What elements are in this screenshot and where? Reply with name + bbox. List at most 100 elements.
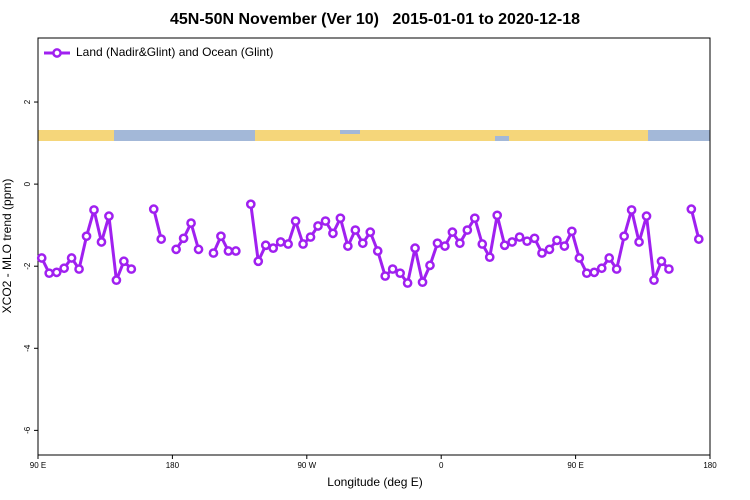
- data-point: [36, 253, 47, 263]
- data-point: [402, 278, 413, 288]
- data-point: [343, 241, 353, 251]
- ocean-band: [340, 130, 360, 134]
- data-point: [455, 238, 465, 249]
- data-point: [104, 211, 114, 221]
- data-point: [544, 244, 555, 255]
- data-point: [462, 225, 473, 235]
- land-ocean-strip: [38, 130, 710, 141]
- data-point: [514, 232, 525, 242]
- data-point: [96, 237, 107, 247]
- data-point: [529, 233, 540, 244]
- data-point: [44, 268, 55, 279]
- plot-frame: [37, 37, 711, 456]
- data-point: [641, 211, 652, 221]
- y-tick-label: -6: [23, 426, 32, 434]
- data-point: [59, 263, 69, 274]
- land-band: [255, 130, 648, 141]
- data-point: [260, 240, 271, 251]
- data-point: [74, 264, 84, 274]
- data-point: [649, 275, 659, 286]
- data-point: [432, 238, 443, 249]
- data-point: [328, 228, 338, 239]
- data-point: [559, 241, 570, 251]
- data-point: [208, 248, 219, 258]
- data-point: [283, 239, 293, 249]
- data-point: [634, 237, 644, 247]
- data-point: [477, 239, 488, 249]
- data-point: [492, 210, 503, 221]
- data-point: [604, 253, 615, 263]
- x-tick-label: 180: [166, 461, 180, 470]
- data-point: [335, 213, 346, 224]
- data-point: [350, 225, 361, 235]
- data-point: [126, 264, 137, 274]
- data-point: [499, 240, 510, 251]
- data-point: [305, 232, 316, 242]
- data-point: [365, 227, 376, 237]
- y-tick-label: 2: [23, 99, 32, 104]
- data-point: [290, 216, 301, 226]
- x-tick-label: 0: [439, 461, 444, 470]
- land-band: [38, 130, 114, 141]
- data-point: [193, 244, 204, 255]
- data-point: [81, 231, 92, 242]
- data-point: [626, 205, 637, 215]
- data-point: [268, 243, 279, 253]
- data-point: [440, 241, 450, 251]
- data-point: [581, 268, 592, 279]
- x-tick-label: 90 W: [297, 461, 316, 470]
- legend-marker: [52, 48, 62, 58]
- x-tick-label: 90 E: [30, 461, 46, 470]
- data-point: [611, 264, 622, 274]
- data-point: [171, 244, 181, 255]
- data-point: [410, 243, 420, 253]
- x-tick-label: 90 E: [567, 461, 583, 470]
- data-point: [596, 263, 607, 274]
- data-point: [51, 267, 62, 278]
- data-point: [469, 213, 480, 224]
- data-point: [89, 205, 99, 215]
- data-point: [148, 204, 159, 215]
- y-axis-title: XCO2 - MLO trend (ppm): [0, 179, 14, 314]
- legend-label: Land (Nadir&Glint) and Ocean (Glint): [76, 45, 273, 59]
- data-point: [245, 199, 256, 210]
- data-point: [253, 256, 264, 267]
- data-point: [178, 233, 189, 244]
- data-point: [656, 256, 667, 267]
- y-tick-label: 0: [23, 181, 32, 186]
- y-tick-label: -2: [23, 262, 32, 270]
- data-point: [507, 237, 517, 247]
- data-point: [372, 246, 383, 256]
- data-point: [156, 234, 167, 244]
- data-point: [111, 275, 122, 286]
- data-point: [320, 216, 331, 226]
- data-point: [275, 237, 286, 247]
- data-point: [537, 248, 547, 258]
- chart-title: 45N-50N November (Ver 10) 2015-01-01 to …: [170, 11, 580, 28]
- data-point: [447, 227, 458, 237]
- data-point: [693, 234, 704, 244]
- x-tick-label: 180: [703, 461, 717, 470]
- data-point: [417, 277, 428, 288]
- data-point: [589, 267, 600, 278]
- data-point: [619, 231, 629, 242]
- data-point: [686, 204, 697, 215]
- data-point: [425, 260, 435, 271]
- data-point: [313, 221, 323, 231]
- ocean-band: [495, 136, 509, 141]
- data-point: [395, 268, 405, 279]
- data-point: [298, 239, 308, 249]
- data-point: [119, 256, 129, 267]
- data-point: [484, 252, 495, 263]
- data-point: [664, 264, 674, 274]
- data-point: [186, 218, 196, 228]
- data-point: [574, 253, 585, 263]
- data-point: [387, 264, 398, 274]
- data-point: [216, 231, 226, 242]
- data-point: [66, 253, 77, 263]
- data-point: [357, 238, 368, 249]
- data-point: [223, 246, 234, 256]
- data-point: [231, 246, 241, 256]
- x-axis-title: Longitude (deg E): [327, 475, 422, 489]
